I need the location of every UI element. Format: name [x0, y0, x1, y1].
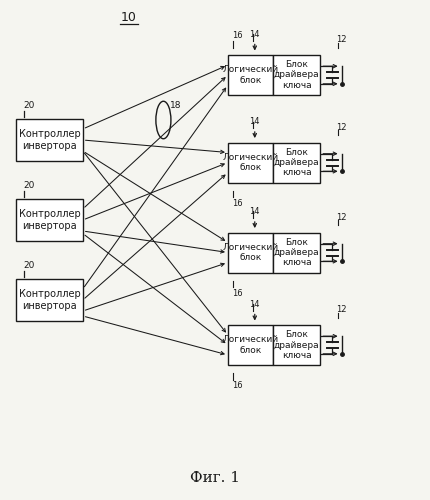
Text: 14: 14 [249, 30, 260, 39]
Bar [273, 55, 320, 95]
Text: 18: 18 [170, 100, 181, 110]
Bar [273, 142, 320, 182]
Text: Контроллер
инвертора: Контроллер инвертора [18, 289, 80, 311]
Bar [273, 232, 320, 272]
Text: 10: 10 [121, 11, 137, 24]
Text: 20: 20 [23, 260, 35, 270]
Text: 12: 12 [336, 122, 346, 132]
Bar [228, 325, 273, 365]
Text: 12: 12 [336, 305, 346, 314]
Text: 16: 16 [233, 381, 243, 390]
Text: 12: 12 [336, 212, 346, 222]
Text: Фиг. 1: Фиг. 1 [190, 470, 240, 484]
Bar [16, 278, 83, 321]
Text: 16: 16 [233, 288, 243, 298]
Text: Логический
блок: Логический блок [222, 66, 279, 84]
Text: Контроллер
инвертора: Контроллер инвертора [18, 129, 80, 151]
Text: Контроллер
инвертора: Контроллер инвертора [18, 209, 80, 231]
Text: Блок
драйвера
ключа: Блок драйвера ключа [274, 60, 319, 90]
Bar [16, 198, 83, 241]
Bar [228, 142, 273, 182]
Text: Блок
драйвера
ключа: Блок драйвера ключа [274, 238, 319, 268]
Text: 14: 14 [249, 300, 260, 309]
Text: 12: 12 [336, 35, 346, 44]
Text: 14: 14 [249, 208, 260, 216]
Bar [273, 325, 320, 365]
Text: 20: 20 [23, 101, 35, 110]
Bar [228, 232, 273, 272]
Bar [228, 55, 273, 95]
Text: Логический
блок: Логический блок [222, 153, 279, 172]
Text: 14: 14 [249, 118, 260, 126]
Text: Блок
драйвера
ключа: Блок драйвера ключа [274, 148, 319, 178]
Text: Логический
блок: Логический блок [222, 243, 279, 262]
Text: 20: 20 [23, 180, 35, 190]
Text: Блок
драйвера
ключа: Блок драйвера ключа [274, 330, 319, 360]
Bar [16, 118, 83, 161]
Text: 16: 16 [233, 198, 243, 207]
Text: 16: 16 [233, 31, 243, 40]
Text: Логический
блок: Логический блок [222, 336, 279, 354]
